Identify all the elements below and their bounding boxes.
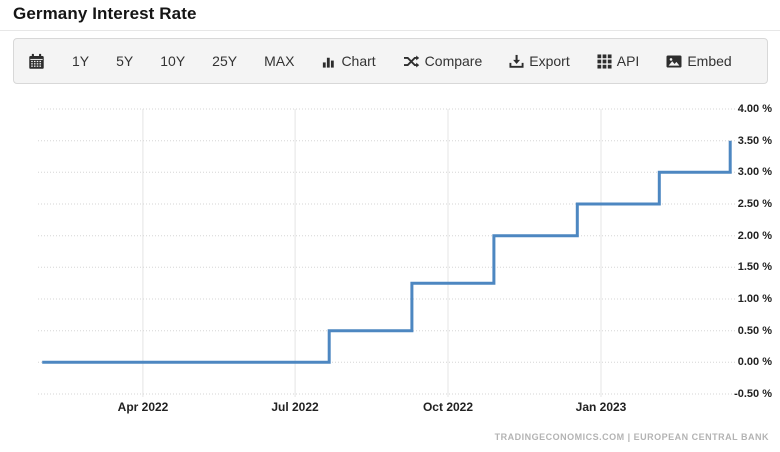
y-tick-label: 3.00 % (737, 166, 772, 178)
shuffle-icon (403, 54, 420, 69)
range-button-5y[interactable]: 5Y (116, 53, 133, 69)
y-tick-label: 1.50 % (737, 261, 772, 273)
y-tick-label: 2.50 % (737, 198, 772, 210)
x-tick-label: Jan 2023 (575, 400, 627, 414)
interest-rate-step-line (42, 140, 732, 364)
page-title: Germany Interest Rate (13, 4, 197, 23)
range-button-10y[interactable]: 10Y (160, 53, 185, 69)
y-tick-label: 2.00 % (737, 230, 772, 242)
chart-panel: 4.00 % 3.50 % 3.00 % 2.50 % 2.00 % 1.50 … (10, 88, 772, 445)
embed-button-label: Embed (687, 53, 732, 69)
grid-icon (597, 53, 612, 69)
y-tick-label: -0.50 % (734, 388, 772, 400)
step-line-chart (38, 108, 735, 397)
chart-toolbar: 1Y 5Y 10Y 25Y MAX Chart Com (13, 38, 768, 84)
download-icon (509, 54, 524, 69)
y-tick-label: 4.00 % (737, 103, 772, 115)
range-label: 1Y (72, 53, 90, 69)
range-label: MAX (264, 53, 295, 69)
x-tick-label: Oct 2022 (422, 400, 474, 414)
x-tick-label: Apr 2022 (117, 400, 169, 414)
embed-button[interactable]: Embed (666, 53, 732, 69)
y-tick-label: 0.50 % (737, 325, 772, 337)
calendar-button[interactable] (28, 53, 45, 70)
compare-button[interactable]: Compare (403, 53, 483, 69)
image-icon (666, 54, 682, 69)
y-tick-label: 0.00 % (737, 356, 772, 368)
range-label: 25Y (212, 53, 238, 69)
api-button-label: API (616, 53, 640, 69)
api-button[interactable]: API (597, 53, 640, 69)
range-label: 5Y (116, 53, 134, 69)
range-button-1y[interactable]: 1Y (72, 53, 89, 69)
x-tick-label: Jul 2022 (271, 400, 319, 414)
y-tick-label: 1.00 % (737, 293, 772, 305)
calendar-icon (28, 53, 45, 70)
chart-button-label: Chart (341, 53, 376, 69)
header: Germany Interest Rate (0, 0, 780, 31)
range-label: 10Y (160, 53, 186, 69)
chart-type-button[interactable]: Chart (321, 53, 376, 69)
range-button-25y[interactable]: 25Y (212, 53, 237, 69)
compare-button-label: Compare (424, 53, 483, 69)
bar-chart-icon (321, 54, 336, 69)
range-button-max[interactable]: MAX (264, 53, 294, 69)
export-button[interactable]: Export (509, 53, 570, 69)
export-button-label: Export (529, 53, 570, 69)
source-attribution: TRADINGECONOMICS.COM | EUROPEAN CENTRAL … (494, 432, 769, 442)
y-tick-label: 3.50 % (737, 135, 772, 147)
